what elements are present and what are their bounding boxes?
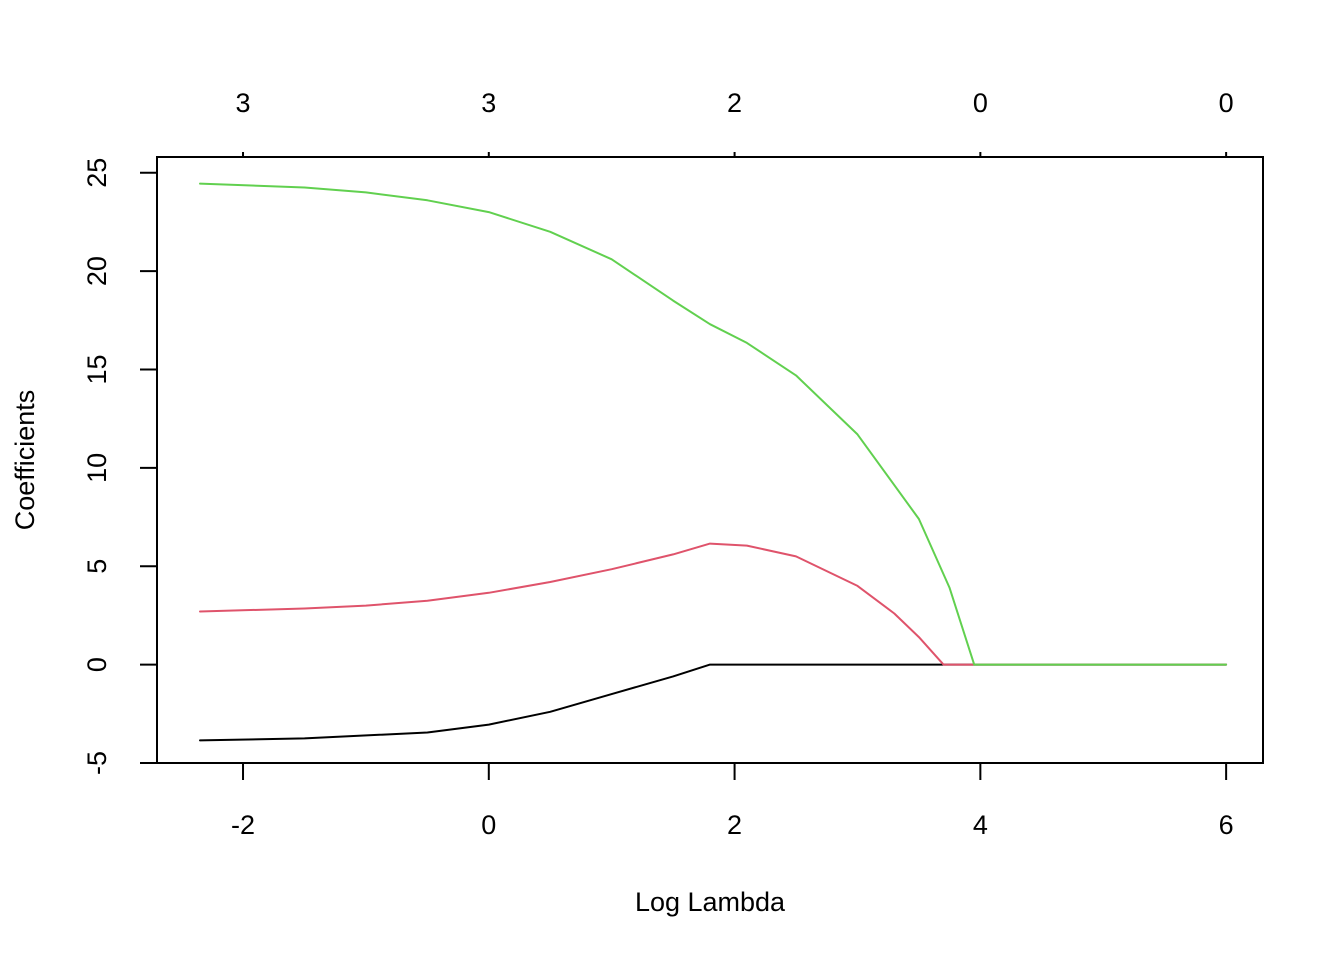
- series-lines: [199, 182, 1228, 742]
- x-tick-label: 4: [973, 810, 988, 840]
- x-tick-label: 2: [727, 810, 742, 840]
- y-tick-label: 5: [82, 559, 112, 574]
- x-tick-label: 6: [1219, 810, 1234, 840]
- y-tick-label: -5: [82, 751, 112, 775]
- y-tick-label: 20: [82, 256, 112, 286]
- top-tick-label: 2: [727, 88, 742, 118]
- y-tick-label: 10: [82, 453, 112, 483]
- x-axis: -2 0 2 4 6: [231, 763, 1234, 840]
- x-tick-label: 0: [481, 810, 496, 840]
- series-line-2: [199, 542, 1228, 666]
- y-tick-label: 0: [82, 657, 112, 672]
- top-tick-label: 3: [481, 88, 496, 118]
- top-tick-label: 3: [236, 88, 251, 118]
- top-axis: 3 3 2 0 0: [236, 88, 1234, 157]
- x-axis-label: Log Lambda: [635, 887, 786, 917]
- y-axis: -5 0 5 10 15 20 25: [82, 158, 157, 775]
- x-tick-label: -2: [231, 810, 255, 840]
- top-tick-label: 0: [1219, 88, 1234, 118]
- y-tick-label: 15: [82, 354, 112, 384]
- plot-frame: [156, 156, 1264, 764]
- y-tick-label: 25: [82, 158, 112, 188]
- series-line-1: [199, 663, 1228, 742]
- top-tick-label: 0: [973, 88, 988, 118]
- y-axis-label: Coefficients: [10, 390, 40, 531]
- series-line-3: [199, 182, 1228, 666]
